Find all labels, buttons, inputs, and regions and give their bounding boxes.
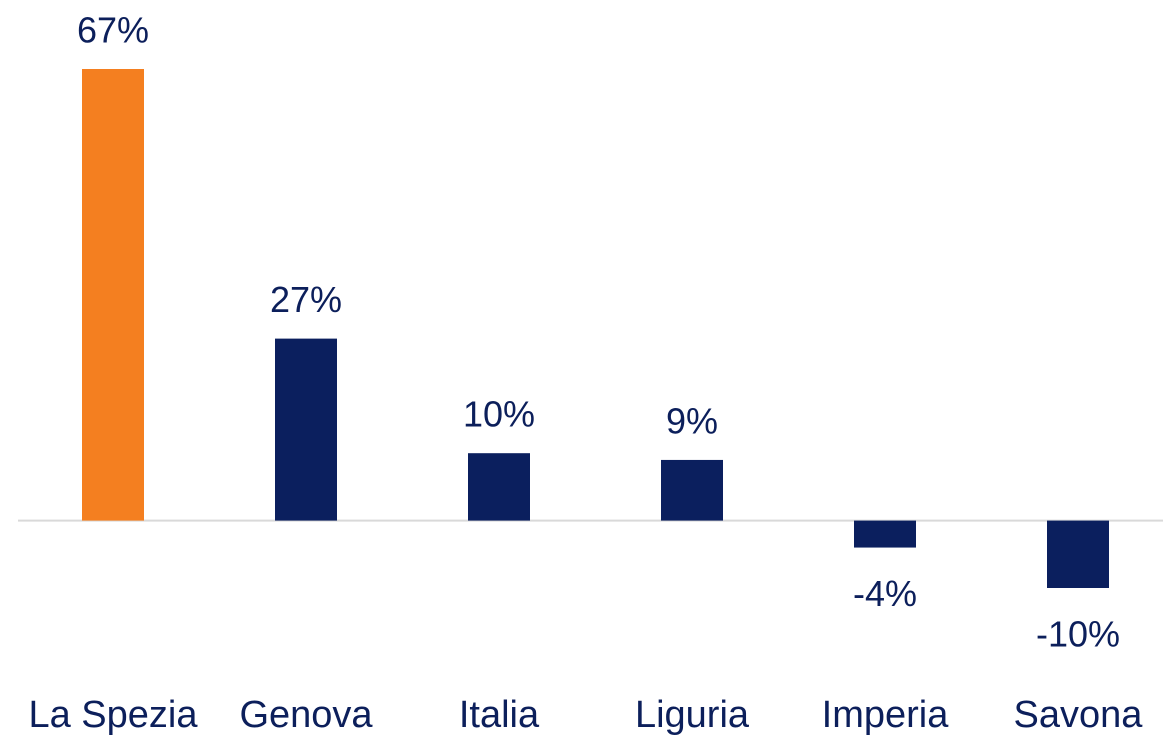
bar xyxy=(468,453,530,521)
bar xyxy=(1047,520,1109,588)
value-label: -10% xyxy=(1036,614,1120,655)
category-label: Genova xyxy=(239,694,373,736)
value-label: -4% xyxy=(853,573,917,614)
category-label: Liguria xyxy=(635,694,750,736)
bar xyxy=(275,338,337,521)
category-label: Italia xyxy=(459,694,540,736)
category-label: Imperia xyxy=(822,694,950,736)
value-label: 9% xyxy=(666,400,718,441)
value-label: 67% xyxy=(77,10,149,51)
bar xyxy=(854,520,916,548)
bar xyxy=(82,69,144,521)
value-label: 10% xyxy=(463,394,535,435)
category-label: Savona xyxy=(1014,694,1144,736)
value-label: 27% xyxy=(270,279,342,320)
bar xyxy=(661,459,723,521)
category-label: La Spezia xyxy=(28,694,198,736)
